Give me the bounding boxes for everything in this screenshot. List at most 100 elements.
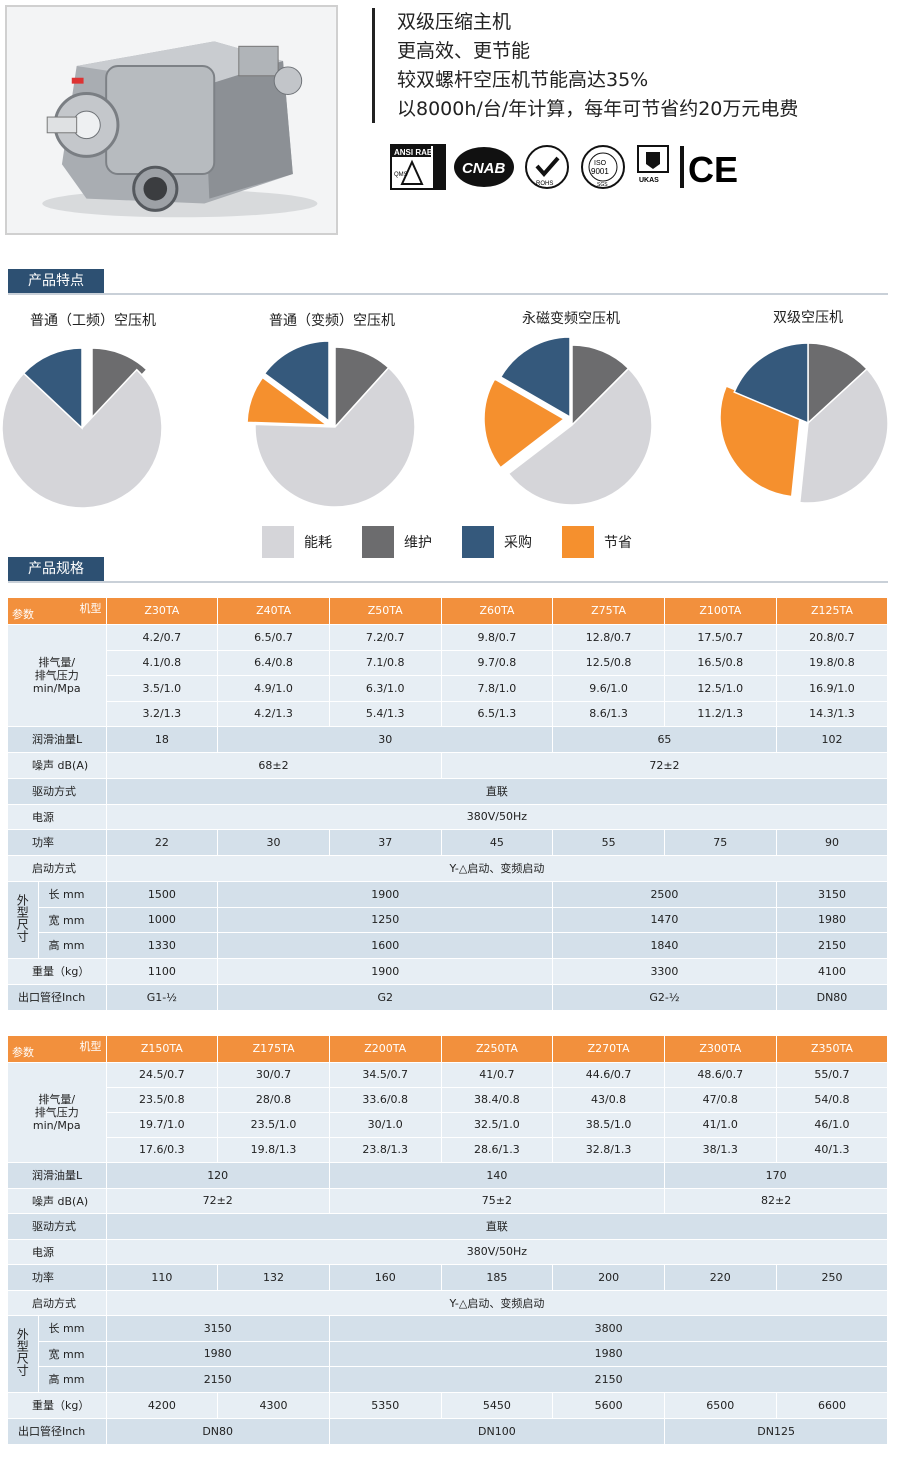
table-corner: 机型 参数 — [8, 1036, 107, 1063]
table-cell: 6600 — [776, 1392, 889, 1419]
pie-legend: 能耗 维护 采购 节省 — [262, 526, 662, 558]
table-cell: 16.5/0.8 — [664, 650, 777, 676]
certification-badges: ANSI RAB QMS CNAB ROHS ISO 9001 SGS — [390, 143, 780, 191]
table-cell: 1900 — [217, 881, 554, 908]
table-cell: 44.6/0.7 — [552, 1062, 665, 1088]
dimension-label: 外型尺寸 — [8, 1315, 39, 1393]
drive-label: 驱动方式 — [8, 778, 107, 805]
table-cell: 9.7/0.8 — [441, 650, 554, 676]
model-header: Z175TA — [217, 1036, 330, 1063]
table-cell: 75 — [664, 829, 777, 856]
table-cell: 33.6/0.8 — [329, 1087, 442, 1113]
table-cell: Y-△启动、变频启动 — [106, 1290, 889, 1316]
headline-line-3: 较双螺杆空压机节能高达35% — [397, 69, 649, 91]
table-cell: 30 — [217, 829, 330, 856]
iso9001-badge: ISO 9001 SGS — [578, 144, 628, 190]
table-cell: 4.9/1.0 — [217, 675, 330, 702]
model-header: Z300TA — [664, 1036, 777, 1063]
table-cell: 23.5/0.8 — [106, 1087, 219, 1113]
table-cell: 22 — [106, 829, 219, 856]
model-header: Z125TA — [776, 598, 889, 625]
outlet-label: 出口管径Inch — [8, 1418, 107, 1445]
table-cell: 43/0.8 — [552, 1087, 665, 1113]
table-cell: 19.8/1.3 — [217, 1137, 330, 1163]
table-cell: 24.5/0.7 — [106, 1062, 219, 1088]
table-cell: 48.6/0.7 — [664, 1062, 777, 1088]
ukas-badge: UKAS — [634, 144, 674, 190]
table-cell: 7.1/0.8 — [329, 650, 442, 676]
svg-text:ROHS: ROHS — [536, 181, 553, 187]
table-corner: 机型 参数 — [8, 598, 107, 625]
table-cell: 16.9/1.0 — [776, 675, 889, 702]
oil-label: 润滑油量L — [8, 1162, 107, 1189]
legend-label: 维护 — [404, 535, 432, 551]
model-header: Z200TA — [329, 1036, 442, 1063]
table-cell: 直联 — [106, 1213, 889, 1240]
table-cell: 3150 — [106, 1315, 330, 1342]
table-cell: 5600 — [552, 1392, 665, 1419]
model-header: Z100TA — [664, 598, 777, 625]
table-cell: 200 — [552, 1264, 665, 1291]
table-cell: 5350 — [329, 1392, 442, 1419]
table-cell: 185 — [441, 1264, 554, 1291]
length-label: 长 mm — [38, 881, 107, 908]
table-cell: 30 — [217, 726, 554, 753]
spec-table-1: 机型 参数 Z30TA Z40TA Z50TA Z60TA Z75TA Z100T… — [8, 598, 889, 1011]
table-cell: 2150 — [329, 1366, 889, 1393]
table-cell: 32.5/1.0 — [441, 1112, 554, 1138]
table-cell: 170 — [664, 1162, 889, 1189]
pie-title-4: 双级空压机 — [773, 310, 843, 326]
ansi-rab-badge: ANSI RAB QMS — [390, 144, 446, 190]
table-cell: 20.8/0.7 — [776, 624, 889, 651]
pie-slice — [22, 347, 83, 430]
headline-line-2: 更高效、更节能 — [397, 40, 531, 62]
table-cell: 37 — [329, 829, 442, 856]
rohs-badge: ROHS — [522, 144, 572, 190]
pie-title-1: 普通（工频）空压机 — [30, 313, 156, 329]
table-cell: 38.5/1.0 — [552, 1112, 665, 1138]
table-cell: 40/1.3 — [776, 1137, 889, 1163]
table-cell: G2-½ — [552, 984, 777, 1011]
specs-section-tab: 产品规格 — [8, 557, 104, 581]
table-cell: 19.8/0.8 — [776, 650, 889, 676]
table-cell: 68±2 — [106, 752, 442, 779]
pie-slice — [571, 344, 630, 427]
legend-energy: 能耗 — [262, 526, 362, 558]
table-cell: 1840 — [552, 932, 777, 959]
table-cell: 5450 — [441, 1392, 554, 1419]
table-cell: 102 — [776, 726, 889, 753]
table-cell: 220 — [664, 1264, 777, 1291]
table-cell: 75±2 — [329, 1188, 665, 1214]
table-cell: 2150 — [106, 1366, 330, 1393]
table-cell: 28.6/1.3 — [441, 1137, 554, 1163]
noise-label: 噪声 dB(A) — [8, 752, 107, 779]
table-cell: 72±2 — [441, 752, 889, 779]
table-cell: 11.2/1.3 — [664, 701, 777, 727]
table-cell: 4100 — [776, 958, 889, 985]
table-cell: 4.2/0.7 — [106, 624, 219, 651]
start-label: 启动方式 — [8, 1290, 107, 1316]
table-cell: 4.1/0.8 — [106, 650, 219, 676]
spec-table-2: 机型 参数 Z150TA Z175TA Z200TA Z250TA Z270TA … — [8, 1036, 889, 1445]
width-label: 宽 mm — [38, 1341, 107, 1367]
table-cell: 17.5/0.7 — [664, 624, 777, 651]
model-header: Z75TA — [552, 598, 665, 625]
table-cell: 1600 — [217, 932, 554, 959]
table-cell: 38.4/0.8 — [441, 1087, 554, 1113]
pie-charts — [1, 336, 889, 509]
table-cell: 28/0.8 — [217, 1087, 330, 1113]
legend-maintenance: 维护 — [362, 526, 462, 558]
legend-swatch — [262, 526, 294, 558]
model-header: Z50TA — [329, 598, 442, 625]
model-header: Z270TA — [552, 1036, 665, 1063]
outlet-label: 出口管径Inch — [8, 984, 107, 1011]
pie-slice — [263, 340, 330, 423]
table-cell: 55 — [552, 829, 665, 856]
table-cell: DN80 — [106, 1418, 330, 1445]
table-cell: 55/0.7 — [776, 1062, 889, 1088]
svg-text:QMS: QMS — [394, 172, 408, 178]
start-label: 启动方式 — [8, 855, 107, 882]
table-cell: DN100 — [329, 1418, 665, 1445]
table-cell: 72±2 — [106, 1188, 330, 1214]
table-cell: 380V/50Hz — [106, 1239, 889, 1265]
